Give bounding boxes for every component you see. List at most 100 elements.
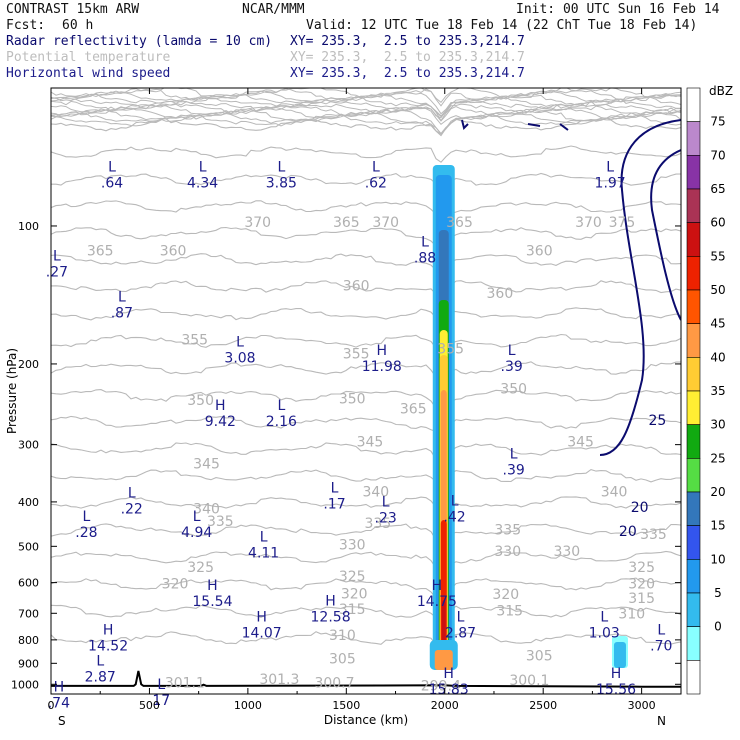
theta-label: 340 xyxy=(362,485,389,501)
theta-label: 299.4 xyxy=(421,678,461,694)
wind-extremum-value: .27 xyxy=(46,265,68,281)
field-xy-theta: XY= 235.3, 2.5 to 235.3,214.7 xyxy=(290,50,525,65)
wind-extremum-marker: H xyxy=(611,666,622,682)
model-title: CONTRAST 15km ARW xyxy=(6,2,140,17)
theta-contour-line xyxy=(51,577,681,604)
wind-extremum-marker: L xyxy=(382,494,390,510)
theta-label: 370 xyxy=(244,215,271,231)
theta-label: 300.7 xyxy=(314,675,354,691)
theta-contour-line xyxy=(51,103,681,122)
y-tick-label: 200 xyxy=(18,358,39,371)
colorbar-level-label: 75 xyxy=(710,115,725,129)
axes: 100 200 300 400 500 600 700 800 900 1000 0 500 1000 1… xyxy=(5,87,682,728)
reflectivity-cell-2-core xyxy=(613,642,626,668)
plot-frame xyxy=(50,87,682,695)
theta-label: 335 xyxy=(364,516,391,532)
wind-extremum-marker: L xyxy=(510,447,518,463)
field-xy-wind: XY= 235.3, 2.5 to 235.3,214.7 xyxy=(290,66,525,81)
reflectivity-shading xyxy=(429,165,628,670)
wind-extremum-value: 15.54 xyxy=(192,594,232,610)
wind-extremum-marker: L xyxy=(277,159,285,175)
colorbar-swatch xyxy=(686,491,701,526)
y-tick-label: 100 xyxy=(18,220,39,233)
theta-contour-line xyxy=(51,523,681,548)
wind-extremum-value: .39 xyxy=(501,359,523,375)
wind-extremum-marker: L xyxy=(157,677,165,693)
wind-extremum-value: 4.94 xyxy=(181,525,212,541)
colorbar-swatch xyxy=(686,357,701,392)
wind-extremum-value: .64 xyxy=(101,175,123,191)
y-tick-label: 800 xyxy=(18,634,39,647)
field-name-reflectivity: Radar reflectivity (lamda = 10 cm) xyxy=(6,34,273,49)
y-tick-label: 400 xyxy=(18,496,39,509)
wind-extremum-marker: L xyxy=(277,398,285,414)
x-tick-label: 3000 xyxy=(628,699,656,712)
colorbar-swatch xyxy=(686,121,701,156)
theta-contour-line xyxy=(51,253,681,276)
wind-extremum-value: 1.03 xyxy=(589,625,620,641)
colorbar-swatch xyxy=(686,559,701,594)
wind-extremum-value: 3.08 xyxy=(224,350,255,366)
wind-extremum-marker: H xyxy=(443,666,454,682)
theta-contour-line xyxy=(51,108,681,135)
theta-contour-line xyxy=(51,389,681,416)
theta-contour-line xyxy=(51,415,681,439)
theta-contour-line xyxy=(51,98,681,119)
theta-label: 375 xyxy=(609,215,636,231)
wind-extremum-marker: H xyxy=(432,578,443,594)
x-tick-label: 1500 xyxy=(332,699,360,712)
theta-contour-line xyxy=(51,631,681,652)
colorbar-level-label: 5 xyxy=(714,586,722,600)
theta-contour-line xyxy=(51,200,681,226)
theta-contour-line xyxy=(51,172,681,192)
theta-label: 345 xyxy=(567,434,594,450)
wind-extremum-marker: H xyxy=(325,593,336,609)
theta-label: 330 xyxy=(494,544,521,560)
theta-label: 320 xyxy=(628,577,655,593)
wind-contour-label: 25 xyxy=(648,413,666,429)
terrain-line xyxy=(51,670,681,688)
theta-label: 305 xyxy=(526,648,553,664)
colorbar-level-label: 25 xyxy=(710,451,725,465)
wind-extremum-value: 3.85 xyxy=(266,175,297,191)
wind-extremum-value: .74 xyxy=(48,695,70,711)
wind-extremum-value: 14.52 xyxy=(88,638,128,654)
theta-contour-line xyxy=(51,442,681,463)
theta-contour-line xyxy=(51,92,681,117)
colorbar-swatch xyxy=(686,525,701,560)
wind-extremum-value: 2.16 xyxy=(266,414,297,430)
wind-extremum-marker: H xyxy=(256,609,267,625)
theta-label: 330 xyxy=(553,544,580,560)
wind-extremum-marker: L xyxy=(193,509,201,525)
colorbar-swatch xyxy=(686,424,701,459)
wind-extremum-marker: L xyxy=(199,159,207,175)
wind-extremum-value: 4.11 xyxy=(248,545,279,561)
wind-extremum-marker: L xyxy=(118,289,126,305)
field-xy-reflectivity: XY= 235.3, 2.5 to 235.3,214.7 xyxy=(290,34,525,49)
colorbar-level-label: 10 xyxy=(710,552,725,566)
theta-label: 315 xyxy=(628,591,655,607)
wind-extremum-marker: L xyxy=(236,334,244,350)
wind-extremum-marker: L xyxy=(128,485,136,501)
theta-label: 300.1 xyxy=(509,673,549,689)
org-label: NCAR/MMM xyxy=(242,2,305,17)
wind-extremum-marker: L xyxy=(600,609,608,625)
wind-extremum-value: .28 xyxy=(75,525,97,541)
theta-label: 355 xyxy=(343,347,370,363)
y-axis-label: Pressure (hPa) xyxy=(5,348,19,434)
theta-contour-line xyxy=(51,361,681,385)
forecast-label: Fcst: xyxy=(6,18,46,33)
theta-label: 365 xyxy=(400,401,427,417)
wind-extremum-value: .87 xyxy=(111,305,133,321)
theta-label: 315 xyxy=(496,603,523,619)
wind-extremum-marker: H xyxy=(54,679,65,695)
colorbar-swatch xyxy=(686,592,701,627)
theta-label: 305 xyxy=(329,651,356,667)
theta-label: 340 xyxy=(193,501,220,517)
colorbar-swatch xyxy=(686,458,701,493)
x-axis-label: Distance (km) xyxy=(324,713,408,727)
theta-label: 365 xyxy=(87,243,114,259)
x-tick-label: 0 xyxy=(48,699,55,712)
theta-contour-line xyxy=(51,333,681,355)
